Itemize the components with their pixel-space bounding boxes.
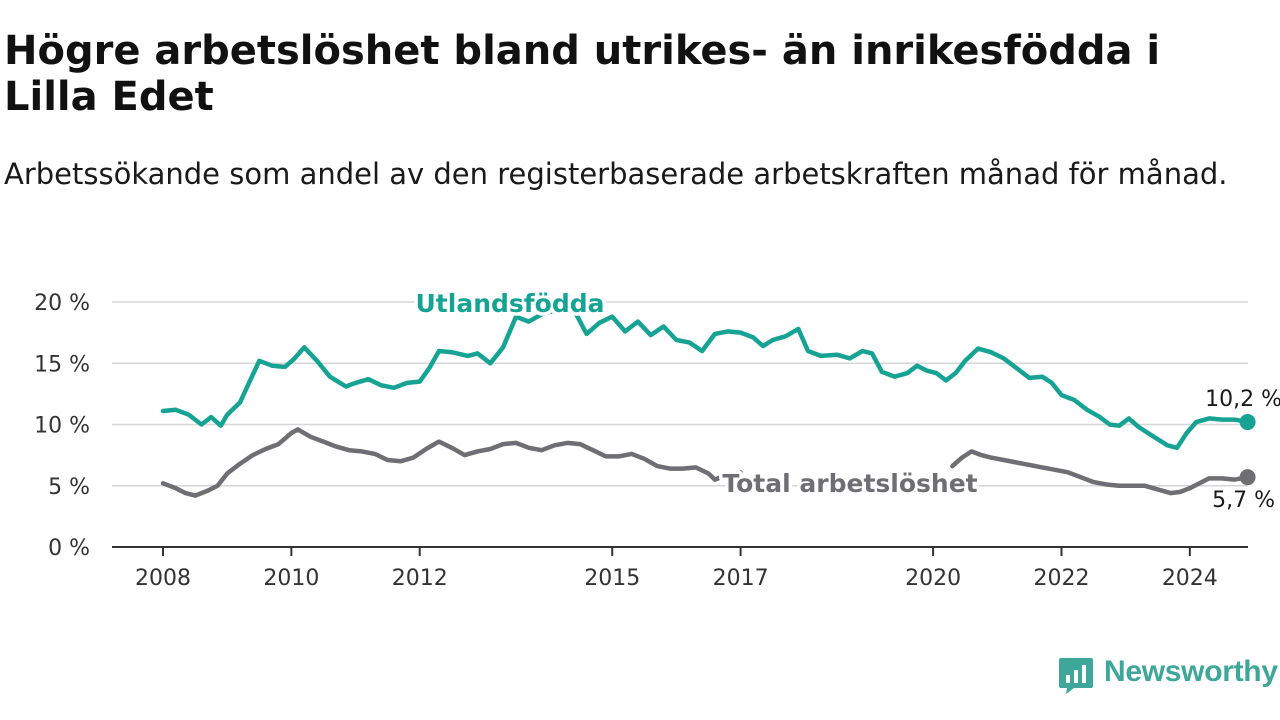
y-tick-label: 20 % — [34, 291, 90, 316]
grid-lines — [112, 301, 1248, 487]
series-end-point — [1239, 414, 1256, 431]
newsworthy-logo-icon — [1059, 658, 1093, 694]
x-tick-label: 2017 — [713, 566, 769, 591]
x-tick-label: 2010 — [263, 566, 319, 591]
series-lines — [160, 307, 1256, 498]
series-name-total: Total arbetslöshet — [722, 469, 977, 498]
x-tick-label: 2015 — [584, 566, 640, 591]
chart-title: Högre arbetslöshet bland utrikes- än inr… — [4, 28, 1161, 120]
series-name-utlandsfodda: Utlandsfödda — [416, 289, 605, 318]
y-tick-label: 10 % — [34, 414, 90, 439]
y-tick-label: 0 % — [48, 536, 90, 561]
axes: 0 % 5 % 10 % 15 % 20 % 2008 2010 2012 2015 2017 20… — [34, 291, 1248, 591]
series-end-label: 5,7 % — [1212, 488, 1275, 513]
chart-subtitle: Arbetssökande som andel av den registerb… — [4, 157, 1228, 191]
series-line-total — [160, 427, 1250, 498]
series-end-point — [1239, 469, 1256, 486]
y-tick-label: 5 % — [48, 475, 90, 500]
brand-name: Newsworthy — [1104, 655, 1278, 688]
x-tick-label: 2020 — [905, 566, 961, 591]
x-tick-label: 2024 — [1162, 566, 1218, 591]
series-end-label: 10,2 % — [1205, 387, 1280, 412]
labels: 10,2 % 5,7 % Utlandsfödda Total arbetslöshe… — [412, 286, 1280, 514]
x-tick-label: 2008 — [135, 566, 191, 591]
x-tick-label: 2012 — [392, 566, 448, 591]
series-line-utlandsfodda — [160, 307, 1250, 451]
y-tick-label: 15 % — [34, 352, 90, 377]
x-tick-label: 2022 — [1033, 566, 1089, 591]
newsworthy-brand: Newsworthy — [1058, 654, 1278, 698]
